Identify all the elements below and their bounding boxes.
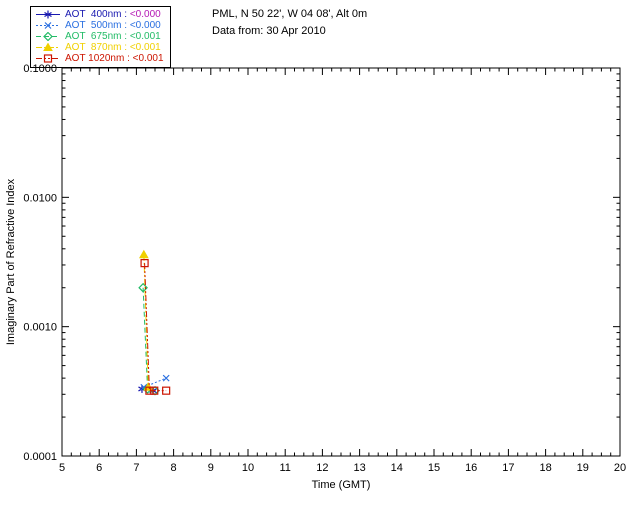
legend-value: <0.000 xyxy=(129,20,161,31)
x-tick-label: 18 xyxy=(539,462,551,474)
x-axis-label: Time (GMT) xyxy=(312,479,371,491)
y-tick-label: 0.0100 xyxy=(23,192,57,204)
y-tick-label: 0.0010 xyxy=(23,322,57,334)
y-tick-label: 0.1000 xyxy=(23,63,57,75)
x-tick-label: 19 xyxy=(577,462,589,474)
x-tick-label: 5 xyxy=(59,462,65,474)
x-tick-label: 9 xyxy=(208,462,214,474)
station-line: PML, N 50 22', W 04 08', Alt 0m xyxy=(212,8,368,20)
legend-label: AOT 500nm : xyxy=(65,20,130,31)
legend-label: AOT 870nm : xyxy=(65,42,130,53)
x-tick-label: 15 xyxy=(428,462,440,474)
legend-item: AOT 500nm : <0.000 xyxy=(35,20,164,31)
legend-value: <0.001 xyxy=(132,53,164,64)
legend-line-sample xyxy=(36,32,60,41)
x-tick-label: 16 xyxy=(465,462,477,474)
legend-item: AOT 675nm : <0.001 xyxy=(35,31,164,42)
legend: AOT 400nm : <0.000 AOT 500nm : <0.000 AOT … xyxy=(30,6,171,68)
station-info: PML, N 50 22', W 04 08', Alt 0m Data fro… xyxy=(212,6,367,40)
x-tick-label: 20 xyxy=(614,462,626,474)
legend-line-sample xyxy=(36,10,60,19)
x-tick-label: 11 xyxy=(279,462,290,474)
x-tick-label: 14 xyxy=(391,462,403,474)
legend-label: AOT 400nm : xyxy=(65,9,130,20)
x-tick-label: 7 xyxy=(133,462,139,474)
y-axis-label: Imaginary Part of Refractive Index xyxy=(5,178,17,345)
legend-item: AOT 870nm : <0.001 xyxy=(35,42,164,53)
legend-value: <0.001 xyxy=(129,31,161,42)
legend-label: AOT 675nm : xyxy=(65,31,130,42)
legend-line-sample xyxy=(36,22,60,29)
x-tick-label: 8 xyxy=(171,462,177,474)
x-tick-label: 12 xyxy=(316,462,328,474)
date-line: Data from: 30 Apr 2010 xyxy=(212,25,326,37)
legend-value: <0.001 xyxy=(129,42,161,53)
y-tick-label: 0.0001 xyxy=(23,451,57,463)
legend-line-sample xyxy=(36,54,60,63)
legend-item: AOT 400nm : <0.000 xyxy=(35,9,164,20)
series-aot-870nm xyxy=(138,249,154,391)
legend-value: <0.000 xyxy=(129,9,161,20)
x-tick-label: 17 xyxy=(502,462,514,474)
legend-item: AOT 1020nm : <0.001 xyxy=(35,53,164,64)
x-tick-label: 13 xyxy=(353,462,365,474)
axes: 5 6 7 8 9 10 11 12 13 14 15 16 17 18 19 20 0.0001 0.0010 0… xyxy=(5,63,626,491)
x-tick-label: 6 xyxy=(96,462,102,474)
x-tick-label: 10 xyxy=(242,462,254,474)
legend-label: AOT 1020nm : xyxy=(65,53,133,64)
legend-line-sample xyxy=(36,43,60,51)
plot-frame xyxy=(61,67,621,457)
series-aot-1020nm xyxy=(140,259,171,395)
